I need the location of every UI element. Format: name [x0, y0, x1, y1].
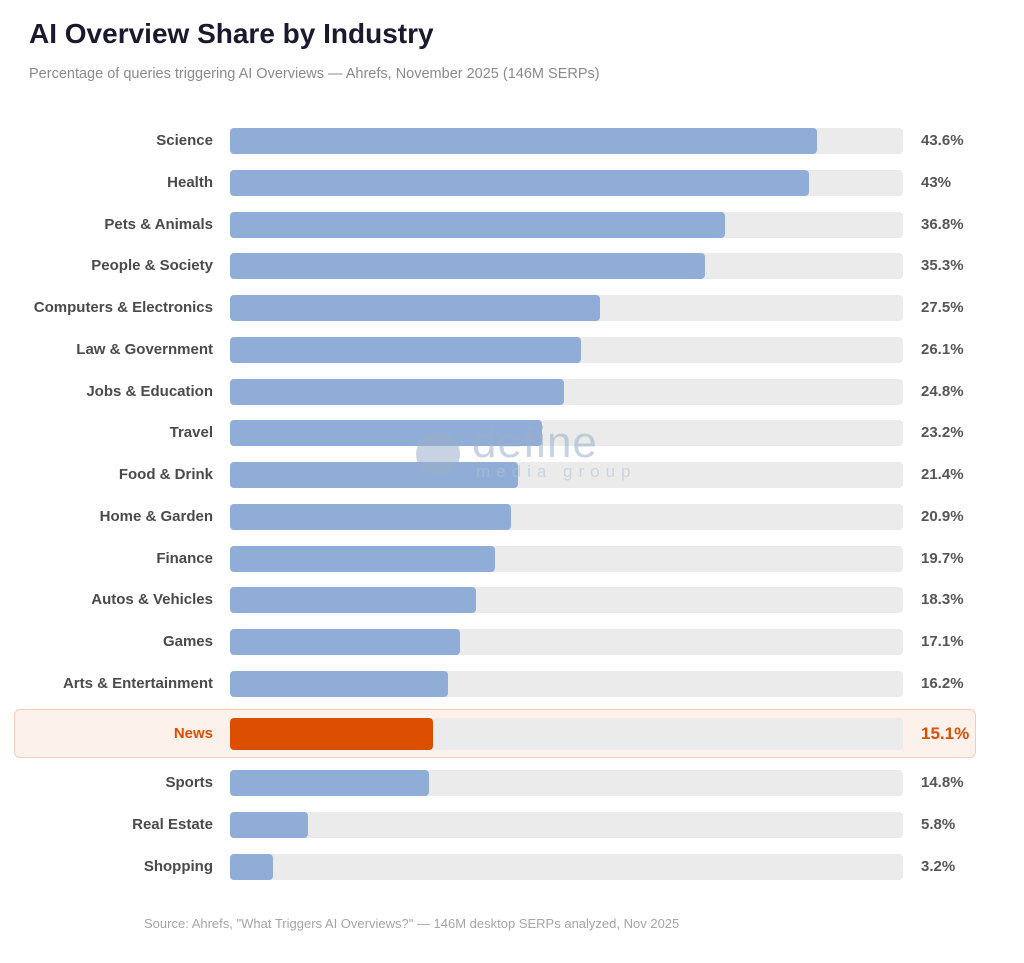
- value-label: 16.2%: [921, 674, 964, 692]
- bar-track: [230, 770, 903, 796]
- category-label: Jobs & Education: [86, 382, 213, 400]
- bar: [230, 629, 461, 655]
- bar-row: News 15.1%: [0, 713, 1024, 755]
- bar: [230, 211, 726, 238]
- bar: [230, 378, 564, 405]
- value-label: 23.2%: [921, 424, 964, 442]
- bar: [230, 336, 582, 363]
- bar-row: Real Estate 5.8%: [0, 804, 1024, 846]
- value-label: 43.6%: [921, 132, 964, 149]
- bar-track: [230, 211, 903, 238]
- bar-track: [230, 169, 903, 196]
- bar-row: Computers & Electronics 27.5%: [0, 287, 1024, 329]
- bar-row: Health 43%: [0, 162, 1024, 204]
- bar: [230, 670, 449, 697]
- bar-row: Food & Drink 21.4%: [0, 454, 1024, 496]
- value-label: 3.2%: [921, 858, 956, 875]
- source-note: Source: Ahrefs, "What Triggers AI Overvi…: [144, 916, 680, 931]
- bar: [230, 295, 601, 321]
- bar-track: [230, 587, 903, 614]
- value-label: 17.1%: [921, 633, 964, 650]
- bar: [230, 253, 706, 280]
- bar-track: [230, 670, 903, 697]
- value-label: 19.7%: [921, 549, 964, 567]
- bar-track: [230, 336, 903, 363]
- category-label: Travel: [169, 424, 213, 442]
- value-label: 26.1%: [921, 340, 964, 358]
- value-label: 36.8%: [921, 215, 964, 233]
- bar-track: [230, 420, 903, 447]
- category-label: Real Estate: [132, 816, 213, 833]
- bar-track: [230, 128, 903, 154]
- bar-row: People & Society 35.3%: [0, 245, 1024, 287]
- bar-track: [230, 295, 903, 321]
- category-label: Home & Garden: [99, 507, 213, 525]
- bar-row: Sports 14.8%: [0, 762, 1024, 804]
- bar-track: [230, 718, 903, 750]
- bar-row: Law & Government 26.1%: [0, 329, 1024, 371]
- bar-track: [230, 253, 903, 280]
- bar-track: [230, 812, 903, 838]
- bar: [230, 420, 543, 447]
- category-label: People & Society: [91, 257, 213, 275]
- chart-subtitle: Percentage of queries triggering AI Over…: [29, 66, 600, 82]
- value-label: 27.5%: [921, 299, 964, 316]
- bar-track: [230, 854, 903, 880]
- bar: [230, 503, 512, 530]
- category-label: Computers & Electronics: [33, 299, 213, 316]
- value-label: 15.1%: [921, 724, 970, 743]
- bar: [230, 718, 434, 750]
- category-label: Arts & Entertainment: [62, 674, 213, 692]
- bar: [230, 770, 430, 796]
- value-label: 20.9%: [921, 507, 964, 525]
- bar: [230, 587, 477, 614]
- bar-row: Shopping 3.2%: [0, 846, 1024, 888]
- category-label: Autos & Vehicles: [91, 591, 213, 609]
- bar-row: Finance 19.7%: [0, 538, 1024, 580]
- value-label: 14.8%: [921, 774, 964, 791]
- bar-row: Home & Garden 20.9%: [0, 496, 1024, 538]
- value-label: 21.4%: [921, 466, 964, 483]
- category-label: Shopping: [143, 858, 213, 875]
- bar-track: [230, 378, 903, 405]
- bar-track: [230, 462, 903, 488]
- value-label: 24.8%: [921, 382, 964, 400]
- bar-row: Games 17.1%: [0, 621, 1024, 663]
- category-label: Sports: [165, 774, 213, 791]
- value-label: 35.3%: [921, 257, 964, 275]
- bar-row: Autos & Vehicles 18.3%: [0, 579, 1024, 621]
- bar: [230, 128, 817, 154]
- category-label: News: [173, 725, 213, 742]
- bar-track: [230, 545, 903, 572]
- bar: [230, 854, 274, 880]
- bar-track: [230, 629, 903, 655]
- category-label: Science: [156, 132, 213, 149]
- value-label: 18.3%: [921, 591, 964, 609]
- bar-row: Travel 23.2%: [0, 412, 1024, 454]
- bar: [230, 169, 809, 196]
- bar-row: Pets & Animals 36.8%: [0, 204, 1024, 246]
- category-label: Law & Government: [76, 340, 213, 358]
- category-label: Health: [167, 173, 213, 191]
- bar: [230, 462, 519, 488]
- value-label: 43%: [921, 173, 952, 191]
- bar-row: Jobs & Education 24.8%: [0, 371, 1024, 413]
- category-label: Games: [162, 633, 213, 650]
- category-label: Food & Drink: [118, 466, 213, 483]
- bar-row: Arts & Entertainment 16.2%: [0, 663, 1024, 705]
- bar: [230, 812, 309, 838]
- bar: [230, 545, 496, 572]
- chart-title: AI Overview Share by Industry: [29, 18, 434, 49]
- category-label: Finance: [156, 549, 213, 567]
- bar-row: Science 43.6%: [0, 120, 1024, 162]
- category-label: Pets & Animals: [104, 215, 213, 233]
- bar-track: [230, 503, 903, 530]
- value-label: 5.8%: [921, 816, 956, 833]
